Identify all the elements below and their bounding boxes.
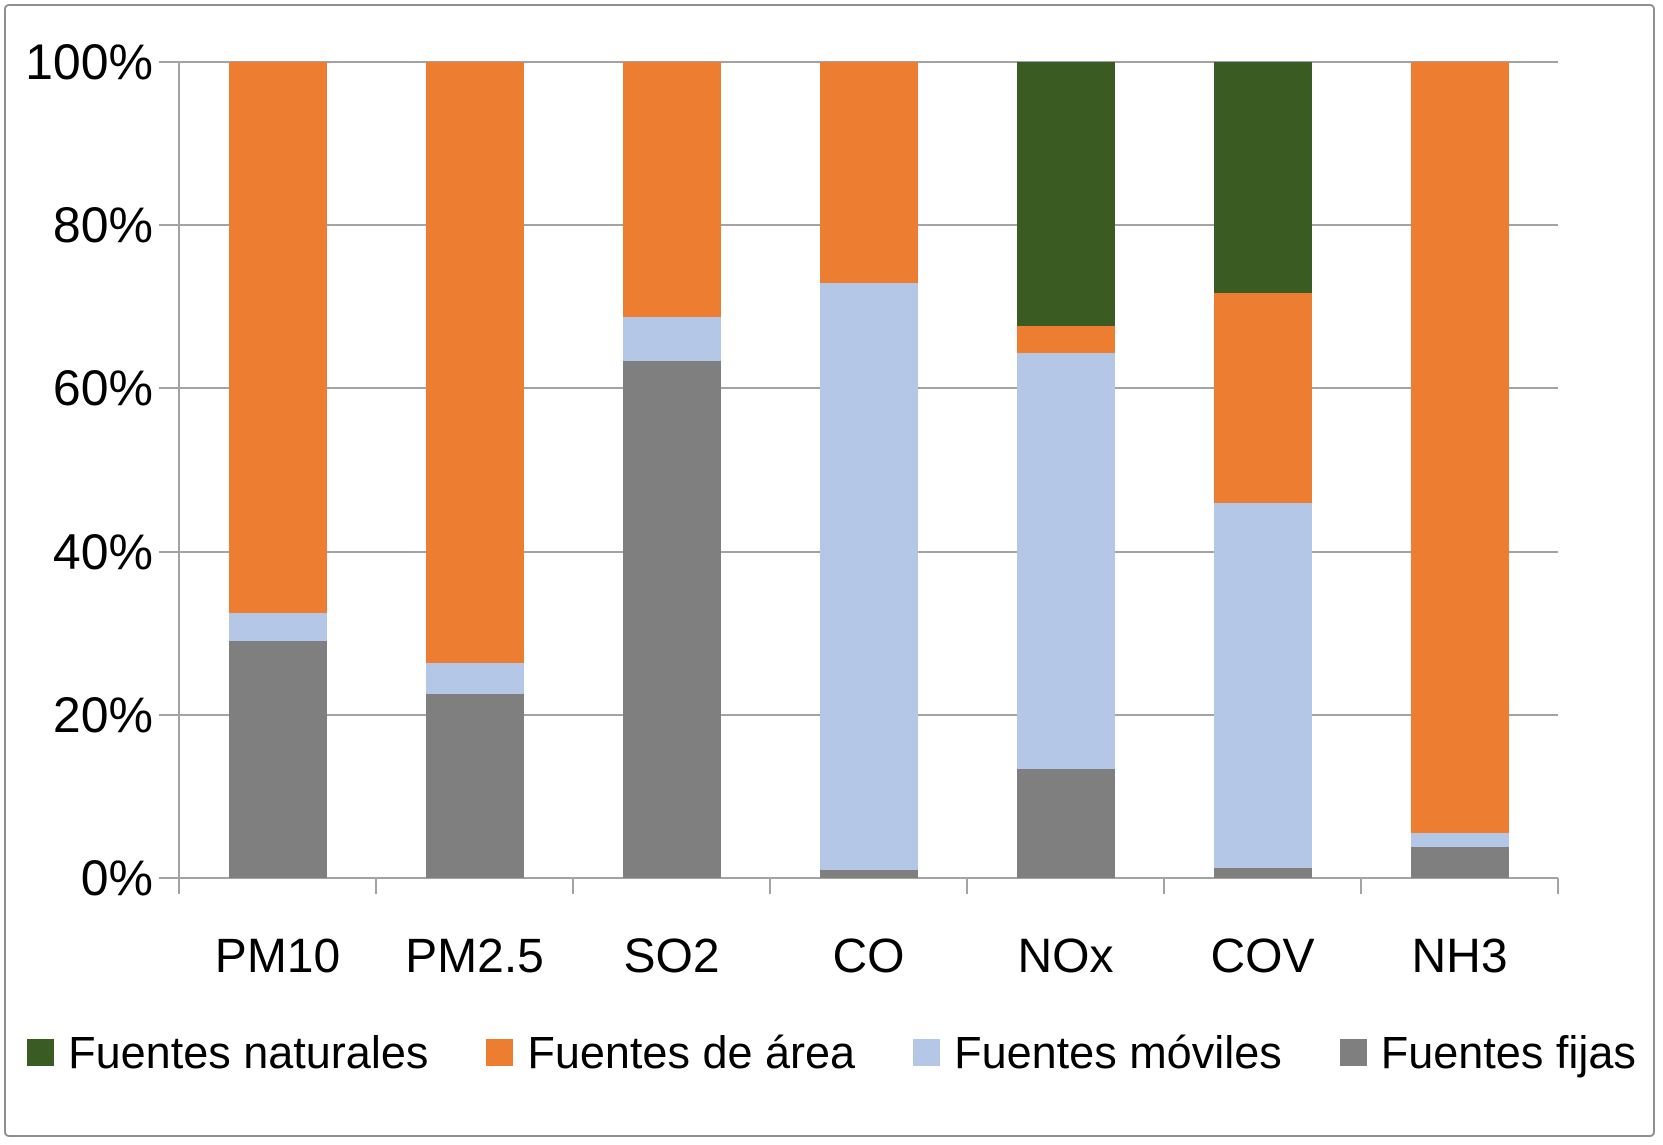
bar-segment-nox-fuentes-fijas (1016, 768, 1115, 878)
legend-label: Fuentes fijas (1380, 1027, 1636, 1078)
bar-segment-cov-fuentes-naturales (1213, 62, 1312, 293)
y-axis-line (178, 62, 180, 894)
bar-nh3 (1410, 62, 1509, 878)
bar-segment-cov-fuentes-fijas (1213, 868, 1312, 878)
legend-label: Fuentes de área (527, 1027, 856, 1078)
bar-segment-nh3-fuentes-fijas (1410, 847, 1509, 878)
bar-pm10 (228, 62, 327, 878)
legend-marker-icon (486, 1039, 514, 1066)
x-axis-tick (1163, 878, 1165, 894)
x-axis-tick (1360, 878, 1362, 894)
bar-segment-so2-fuentes-fijas (622, 361, 721, 878)
legend-marker-icon (913, 1039, 941, 1066)
bar-segment-so2-fuentes-moviles (622, 317, 721, 362)
bar-pm2-5 (425, 62, 524, 878)
legend: Fuentes naturales Fuentes de área Fuentes … (0, 1030, 1663, 1075)
x-axis-label-pm10: PM10 (214, 930, 341, 983)
x-axis-tick (375, 878, 377, 894)
x-axis-label-cov: COV (1210, 930, 1315, 983)
x-axis-tick (572, 878, 574, 894)
bar-segment-co-fuentes-fijas (819, 869, 918, 878)
y-axis-tick-label: 60% (52, 360, 153, 417)
bar-so2 (622, 62, 721, 878)
bar-nox (1016, 62, 1115, 878)
x-axis-label-co: CO (832, 930, 905, 983)
bar-segment-pm10-fuentes-fijas (228, 640, 327, 878)
legend-marker-icon (27, 1039, 55, 1066)
legend-label: Fuentes naturales (68, 1027, 429, 1078)
x-axis-label-pm2-5: PM2.5 (405, 930, 544, 983)
y-axis-tick-label: 20% (52, 686, 153, 743)
bar-co (819, 62, 918, 878)
bar-segment-nh3-fuentes-moviles (1410, 833, 1509, 847)
legend-item-fuentes-de-area: Fuentes de área (486, 1030, 855, 1075)
x-axis-tick (769, 878, 771, 894)
bar-segment-pm10-fuentes-moviles (228, 612, 327, 641)
bar-segment-pm2-5-fuentes-moviles (425, 662, 524, 694)
x-axis-label-nox: NOx (1017, 930, 1114, 983)
bar-segment-pm2-5-fuentes-fijas (425, 693, 524, 878)
y-axis-tick-label: 40% (52, 523, 153, 580)
x-axis-label-so2: SO2 (623, 930, 720, 983)
bar-segment-nox-fuentes-naturales (1016, 62, 1115, 327)
bar-segment-nox-fuentes-de-area (1016, 326, 1115, 354)
x-axis-tick (1557, 878, 1559, 894)
legend-item-fuentes-fijas: Fuentes fijas (1339, 1027, 1636, 1078)
bar-segment-co-fuentes-moviles (819, 283, 918, 870)
bar-segment-co-fuentes-de-area (819, 62, 918, 284)
bar-segment-nox-fuentes-moviles (1016, 353, 1115, 769)
bar-segment-pm2-5-fuentes-de-area (425, 62, 524, 663)
legend-marker-icon (1339, 1039, 1367, 1066)
legend-item-fuentes-naturales: Fuentes naturales (27, 1030, 428, 1075)
y-axis-tick-label: 0% (80, 850, 153, 906)
y-axis-tick-label: 80% (52, 197, 153, 254)
gridline-0pct (159, 877, 1558, 879)
bar-cov (1213, 62, 1312, 878)
legend-label: Fuentes móviles (954, 1027, 1282, 1078)
bar-segment-cov-fuentes-moviles (1213, 502, 1312, 869)
bar-segment-pm10-fuentes-de-area (228, 62, 327, 613)
legend-item-fuentes-moviles: Fuentes móviles (913, 1030, 1282, 1075)
x-axis-label-nh3: NH3 (1411, 930, 1508, 983)
bar-segment-so2-fuentes-de-area (622, 62, 721, 318)
bar-segment-cov-fuentes-de-area (1213, 292, 1312, 503)
y-axis-tick-label: 100% (25, 34, 153, 90)
gridline-100pct (159, 61, 1558, 63)
x-axis-tick (966, 878, 968, 894)
bar-segment-nh3-fuentes-de-area (1410, 62, 1509, 834)
